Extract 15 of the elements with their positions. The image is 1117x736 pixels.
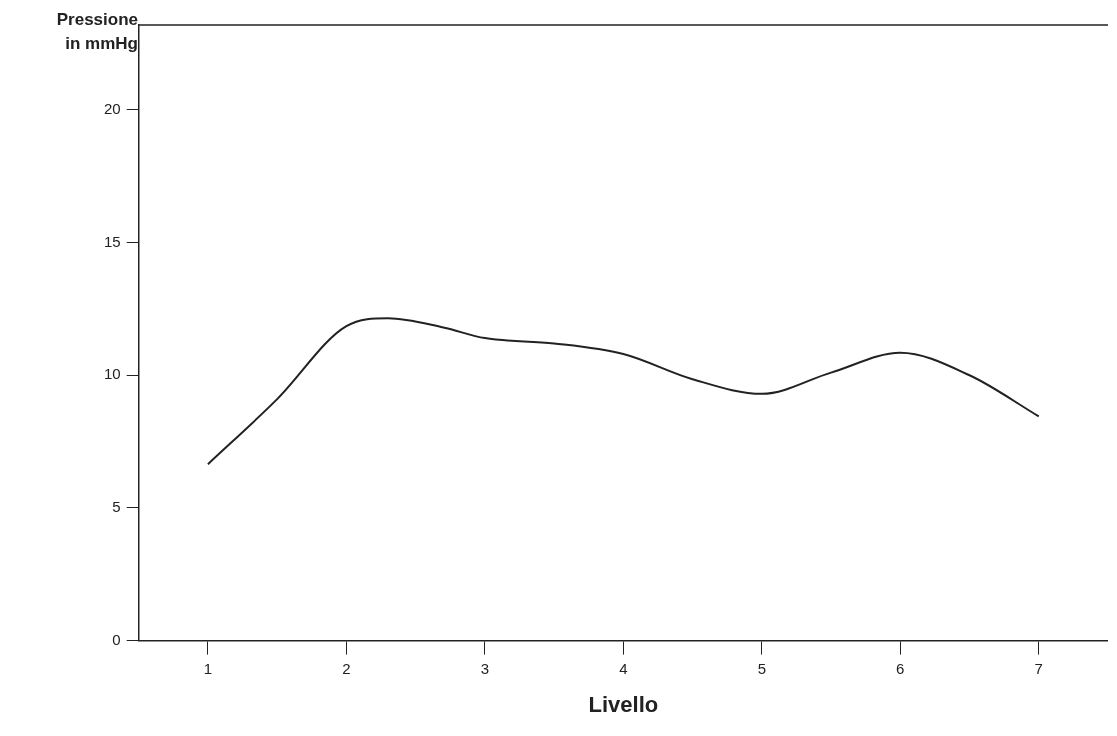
y-tick-label: 10 — [104, 365, 121, 383]
line-series — [206, 317, 1040, 466]
x-tick-label: 2 — [342, 659, 351, 677]
x-axis-title: Livello — [588, 691, 659, 717]
y-tick-label: 0 — [112, 630, 121, 648]
x-tick-label: 1 — [203, 659, 213, 677]
y-tick-label: 5 — [112, 498, 121, 516]
x-tick-label: 3 — [480, 659, 490, 677]
y-tick-label: 15 — [104, 232, 121, 250]
x-tick-label: 5 — [757, 659, 766, 677]
y-axis-title: Pressione in mmHg — [55, 9, 138, 55]
x-tick-label: 6 — [896, 659, 905, 677]
y-tick-label: 20 — [104, 100, 121, 118]
x-tick-label: 4 — [619, 659, 628, 677]
x-tick-label: 7 — [1034, 659, 1043, 677]
